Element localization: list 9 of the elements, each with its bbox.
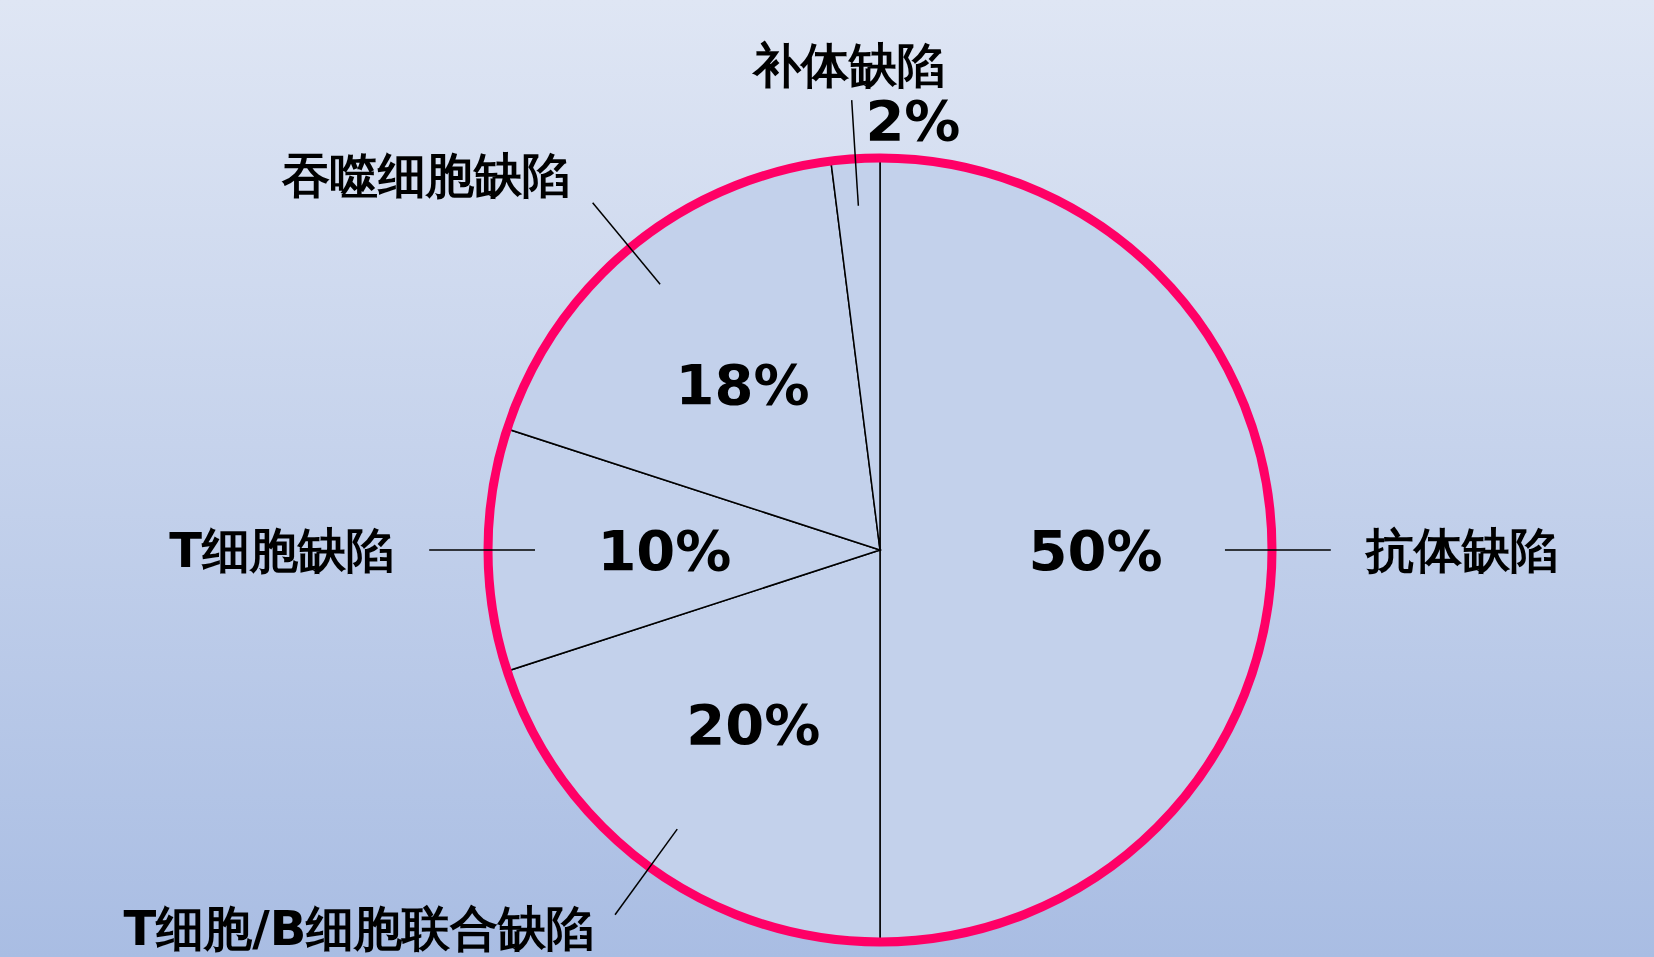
data-label: 10% xyxy=(597,518,732,583)
slice-label: 补体缺陷 xyxy=(751,36,946,93)
slice-label: T细胞/B细胞联合缺陷 xyxy=(123,900,595,956)
data-label: 20% xyxy=(686,692,821,758)
data-label: 18% xyxy=(675,351,810,417)
slice-label: T细胞缺陷 xyxy=(169,522,394,578)
slice-label: 吞噬细胞缺陷 xyxy=(281,147,571,204)
data-label: 50% xyxy=(1028,518,1163,583)
slice-label: 抗体缺陷 xyxy=(1364,522,1559,578)
